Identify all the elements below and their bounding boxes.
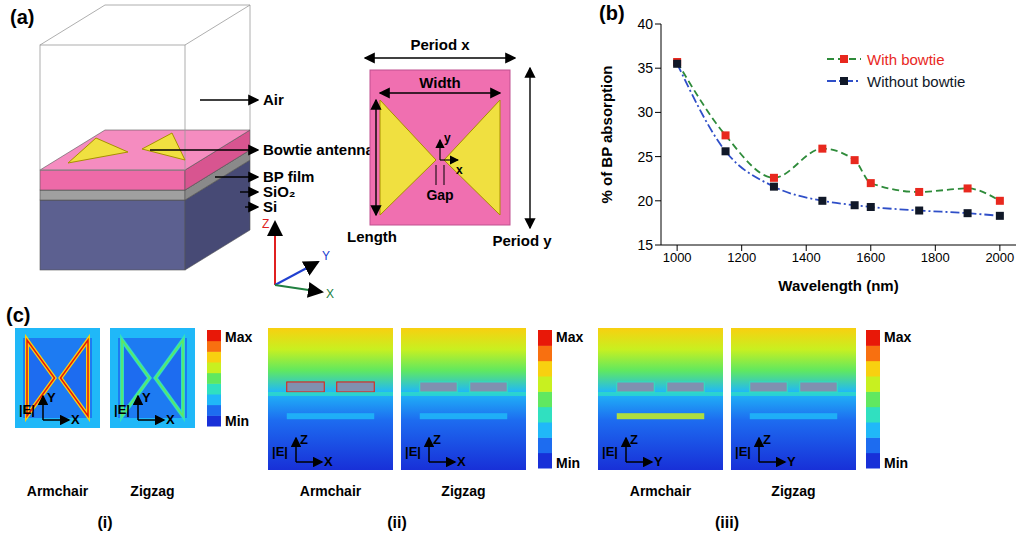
svg-text:Max: Max [225, 329, 252, 345]
svg-text:1200: 1200 [727, 250, 756, 265]
svg-text:|E|: |E| [19, 402, 35, 417]
svg-text:Z: Z [262, 217, 269, 231]
svg-text:25: 25 [637, 149, 653, 165]
svg-text:Min: Min [225, 413, 249, 429]
svg-text:y: y [444, 131, 451, 145]
svg-text:Length: Length [347, 228, 397, 245]
svg-text:1400: 1400 [792, 250, 821, 265]
svg-text:Armchair: Armchair [630, 483, 692, 499]
svg-text:X: X [324, 454, 333, 469]
svg-text:Z: Z [433, 432, 441, 447]
svg-text:Y: Y [47, 390, 56, 405]
html-text:(b): (b) [599, 2, 625, 24]
svg-text:X: X [326, 287, 334, 300]
html-text:With bowtie: With bowtie [867, 50, 945, 68]
html-text:Without bowtie: Without bowtie [867, 72, 966, 90]
svg-text:Armchair: Armchair [27, 483, 89, 499]
svg-text:Period y: Period y [492, 232, 552, 249]
svg-text:Bowtie antenna: Bowtie antenna [263, 141, 375, 158]
svg-text:Zigzag: Zigzag [130, 483, 174, 499]
svg-text:|E|: |E| [602, 444, 618, 459]
svg-text:(i): (i) [97, 514, 112, 531]
svg-text:Air: Air [263, 91, 284, 108]
svg-text:35: 35 [637, 60, 653, 76]
svg-text:30: 30 [637, 104, 653, 120]
svg-text:Y: Y [654, 454, 663, 469]
svg-text:1800: 1800 [921, 250, 950, 265]
svg-text:Max: Max [556, 329, 583, 345]
svg-text:X: X [457, 454, 466, 469]
svg-text:Z: Z [300, 432, 308, 447]
svg-text:x: x [456, 163, 463, 177]
svg-text:X: X [71, 412, 80, 427]
svg-text:Wavelength (nm): Wavelength (nm) [778, 277, 898, 294]
svg-text:(c): (c) [6, 304, 30, 326]
svg-text:(a): (a) [10, 6, 34, 28]
svg-text:40: 40 [637, 16, 653, 32]
svg-text:(iii): (iii) [715, 514, 739, 531]
svg-text:% of BP absorption: % of BP absorption [598, 65, 615, 203]
svg-text:Min: Min [556, 455, 580, 471]
svg-text:X: X [166, 412, 175, 427]
svg-text:Zigzag: Zigzag [771, 483, 815, 499]
svg-text:|E|: |E| [735, 444, 751, 459]
svg-text:Si: Si [263, 198, 277, 215]
svg-text:|E|: |E| [405, 444, 421, 459]
svg-text:Zigzag: Zigzag [441, 483, 485, 499]
svg-text:Period x: Period x [410, 36, 470, 53]
svg-text:Y: Y [787, 454, 796, 469]
svg-text:1000: 1000 [663, 250, 692, 265]
svg-text:Y: Y [322, 249, 330, 263]
svg-text:Min: Min [884, 455, 908, 471]
svg-text:20: 20 [637, 193, 653, 209]
svg-text:|E|: |E| [272, 444, 288, 459]
svg-text:Z: Z [763, 432, 771, 447]
svg-text:SiO₂: SiO₂ [263, 183, 296, 200]
svg-text:Y: Y [142, 390, 151, 405]
svg-text:|E|: |E| [114, 402, 130, 417]
svg-text:BP film: BP film [263, 168, 315, 185]
svg-text:(ii): (ii) [387, 514, 407, 531]
svg-text:Z: Z [630, 432, 638, 447]
svg-text:Max: Max [884, 329, 911, 345]
svg-text:Gap: Gap [426, 187, 453, 203]
svg-text:Armchair: Armchair [300, 483, 362, 499]
svg-text:1600: 1600 [856, 250, 885, 265]
svg-text:Width: Width [419, 74, 461, 91]
svg-text:15: 15 [637, 237, 653, 253]
svg-text:2000: 2000 [985, 250, 1014, 265]
